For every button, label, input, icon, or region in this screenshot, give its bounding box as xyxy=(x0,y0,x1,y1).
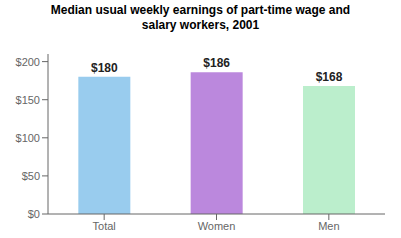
svg-text:$186: $186 xyxy=(203,56,230,70)
svg-text:$0: $0 xyxy=(28,208,40,220)
svg-text:$168: $168 xyxy=(316,70,343,84)
svg-text:Total: Total xyxy=(93,220,116,232)
html-text:salary workers, 2001: salary workers, 2001 xyxy=(141,18,260,32)
svg-text:$50: $50 xyxy=(22,170,40,182)
svg-text:$100: $100 xyxy=(16,132,40,144)
svg-text:Men: Men xyxy=(318,220,339,232)
svg-text:$200: $200 xyxy=(16,56,40,68)
svg-text:$150: $150 xyxy=(16,94,40,106)
html-text:Median usual weekly earnings o: Median usual weekly earnings of part-tim… xyxy=(50,3,351,17)
svg-text:Women: Women xyxy=(198,220,236,232)
svg-text:$180: $180 xyxy=(91,61,118,75)
